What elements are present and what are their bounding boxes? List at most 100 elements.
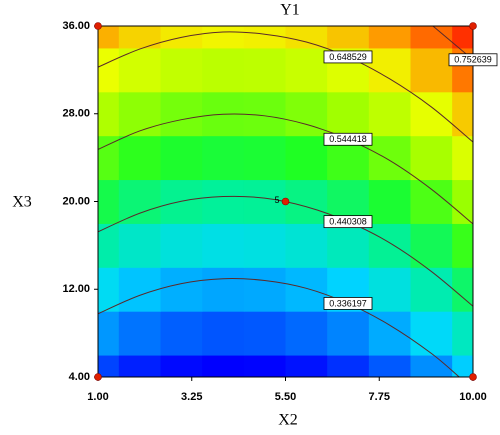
- contour-label-text: 0.440308: [329, 217, 367, 227]
- heat-cell: [98, 223, 120, 268]
- heat-cell: [202, 223, 245, 268]
- heat-cell: [285, 47, 328, 93]
- x-axis-title: X2: [278, 412, 298, 429]
- heat-cell: [243, 91, 286, 137]
- contour-label: 0.752639: [448, 53, 498, 67]
- heat-cell: [202, 355, 245, 377]
- heat-cell: [118, 26, 161, 49]
- heat-cell: [160, 91, 203, 137]
- x-tick-label: 10.00: [459, 391, 487, 403]
- heat-cell: [410, 223, 453, 268]
- contour-label-box: [448, 53, 498, 67]
- design-point: [281, 197, 290, 206]
- contour-label-box: [323, 132, 373, 146]
- heat-cell: [243, 311, 286, 356]
- heat-cell: [160, 47, 203, 93]
- heat-cell: [368, 91, 411, 137]
- design-point: [469, 373, 477, 381]
- heat-cell: [410, 47, 453, 93]
- contour-label-text: 0.648529: [329, 52, 367, 62]
- heat-cell: [452, 223, 473, 268]
- heat-cell: [118, 91, 161, 137]
- heat-cell: [327, 223, 370, 268]
- y-tick-label: 20.00: [62, 195, 90, 207]
- heat-cell: [118, 179, 161, 224]
- heat-cell: [202, 135, 245, 181]
- heat-cell: [243, 355, 286, 377]
- contour-label: 0.544418: [323, 132, 373, 146]
- heat-cell: [410, 91, 453, 137]
- contour-label-box: [323, 297, 373, 310]
- heat-cell: [202, 179, 245, 224]
- design-point: [94, 22, 102, 30]
- chart-title: Y1: [280, 2, 300, 19]
- heat-cell: [285, 355, 328, 377]
- heat-cell: [243, 267, 286, 312]
- contour-label-text: 0.544418: [329, 134, 367, 144]
- heat-cell: [160, 223, 203, 268]
- heat-cell: [98, 311, 120, 356]
- heat-cell: [285, 267, 328, 312]
- contour-label: 0.440308: [323, 215, 373, 229]
- heat-cell: [160, 355, 203, 377]
- heat-cell: [410, 311, 453, 356]
- heat-cell: [452, 355, 473, 377]
- heat-cell: [285, 26, 328, 49]
- heat-cell: [410, 267, 453, 312]
- heat-cell: [202, 47, 245, 93]
- center-point-label: 5: [274, 195, 279, 205]
- heat-cell: [368, 47, 411, 93]
- heat-cell: [98, 267, 120, 312]
- heat-cell: [118, 355, 161, 377]
- heat-cell: [327, 355, 370, 377]
- design-point: [469, 22, 477, 30]
- y-tick-label: 12.00: [62, 283, 90, 295]
- y-tick-label: 36.00: [62, 20, 90, 32]
- heat-cell: [285, 311, 328, 356]
- contour-label-text: 0.752639: [454, 55, 492, 65]
- heat-cell: [98, 179, 120, 224]
- x-tick-label: 7.75: [369, 391, 390, 403]
- heat-cell: [202, 267, 245, 312]
- y-axis-title: X3: [12, 194, 32, 211]
- design-point: [94, 373, 102, 381]
- heat-cell: [285, 135, 328, 181]
- heat-cell: [327, 91, 370, 137]
- heat-cell: [98, 26, 120, 49]
- contour-label-text: 0.336197: [329, 298, 367, 308]
- contour-label: 0.648529: [323, 50, 373, 64]
- heat-cell: [160, 135, 203, 181]
- heat-cell: [327, 26, 370, 49]
- heat-cell: [243, 47, 286, 93]
- heat-cell: [118, 267, 161, 312]
- contour-label-box: [323, 215, 373, 229]
- heat-cell: [452, 91, 473, 137]
- heat-cell: [243, 26, 286, 49]
- heat-cell: [368, 267, 411, 312]
- heat-cell: [368, 135, 411, 181]
- contour-line: [98, 113, 473, 225]
- x-tick-label: 1.00: [87, 391, 108, 403]
- heat-cell: [368, 311, 411, 356]
- heat-cell: [285, 179, 328, 224]
- heat-cell: [98, 355, 120, 377]
- heat-cell: [452, 26, 473, 49]
- heat-cell: [160, 267, 203, 312]
- contour-label: 0.336197: [323, 297, 373, 310]
- heat-cell: [285, 223, 328, 268]
- heat-cell: [243, 223, 286, 268]
- heat-cell: [410, 135, 453, 181]
- heat-cell: [160, 311, 203, 356]
- heat-cell: [243, 179, 286, 224]
- heat-cell: [118, 223, 161, 268]
- heat-cell: [243, 135, 286, 181]
- y-tick-label: 4.00: [69, 371, 90, 383]
- x-tick-label: 3.25: [181, 391, 202, 403]
- heat-cell: [452, 311, 473, 356]
- heat-cell: [98, 91, 120, 137]
- heat-cell: [98, 47, 120, 93]
- heat-cell: [202, 311, 245, 356]
- heat-cell: [452, 135, 473, 181]
- heat-cell: [368, 26, 411, 49]
- heat-cell: [410, 179, 453, 224]
